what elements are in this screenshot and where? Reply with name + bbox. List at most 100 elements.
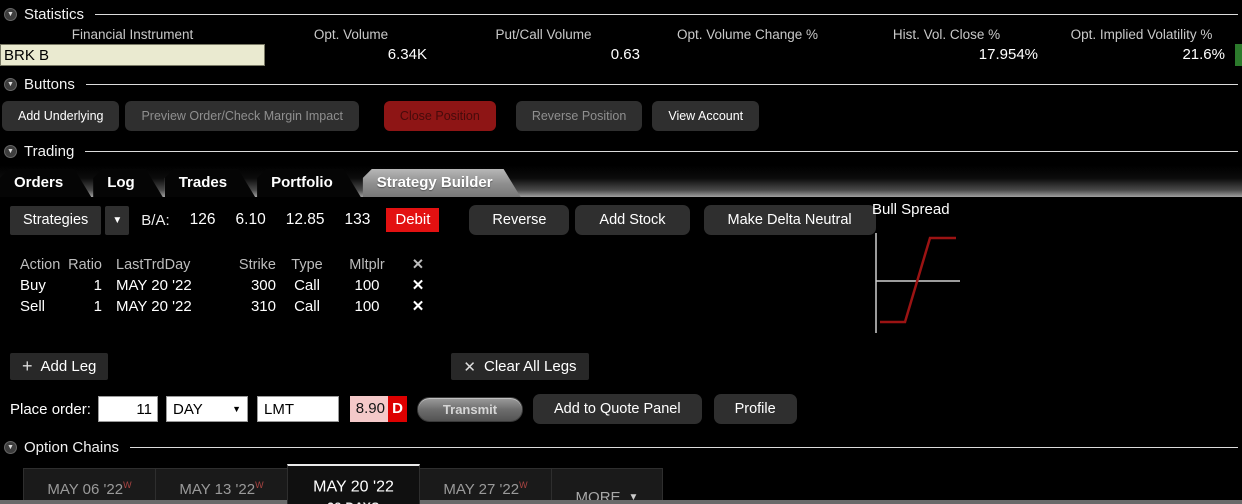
order-type-input[interactable] [257, 396, 339, 422]
instrument-cell[interactable]: BRK B [0, 44, 265, 66]
ask-size-value: 133 [344, 211, 371, 228]
tab-strategy-builder[interactable]: Strategy Builder [363, 169, 521, 197]
tab-orders[interactable]: Orders [0, 169, 91, 197]
tab-trades[interactable]: Trades [165, 169, 255, 197]
expiry-date: MAY 27 '22W [443, 480, 528, 498]
leg-row-mltplr[interactable]: 100 [354, 298, 380, 315]
tif-value: DAY [173, 400, 203, 418]
tif-caret-icon: ▼ [232, 404, 241, 414]
leg-row-action[interactable]: Buy [20, 277, 46, 294]
opt-volume-change-value [650, 44, 845, 66]
legs-col-lasttrdday: LastTrdDay [116, 257, 191, 273]
tif-select[interactable]: DAY ▼ [166, 396, 248, 422]
trading-tabstrip: Orders Log Trades Portfolio Strategy Bui… [0, 166, 1242, 197]
legs-col-type: Type [291, 257, 323, 273]
bid-ask-label: B/A: [141, 211, 170, 229]
statistics-section-header: ▼ Statistics [0, 0, 1242, 25]
make-delta-neutral-button[interactable]: Make Delta Neutral [703, 205, 876, 235]
expiry-tab-may20[interactable]: MAY 20 '22 28 DAYS [287, 464, 420, 504]
trading-title: Trading [24, 143, 75, 160]
more-caret-icon: ▼ [628, 491, 639, 503]
option-chains-section-header: ▼ Option Chains [0, 435, 1242, 458]
col-put-call-volume: Put/Call Volume [495, 27, 592, 42]
collapse-trading-icon[interactable]: ▼ [4, 145, 17, 158]
strategy-builder-panel: Strategies ▼ B/A: 126 6.10 12.85 133 Deb… [0, 197, 1242, 424]
remove-leg-icon[interactable]: ✕ [411, 298, 425, 315]
col-opt-volume: Opt. Volume [313, 27, 389, 42]
collapse-option-chains-icon[interactable]: ▼ [4, 441, 17, 454]
action-buttons-row: Add Underlying Preview Order/Check Margi… [2, 101, 1242, 131]
tab-log[interactable]: Log [93, 169, 163, 197]
weekly-flag: W [519, 480, 528, 490]
profile-button[interactable]: Profile [713, 394, 797, 424]
place-order-row: Place order: DAY ▼ 8.90 D Transmit Add t… [10, 394, 1242, 424]
leg-row-ratio[interactable]: 1 [93, 277, 102, 294]
add-to-quote-panel-button[interactable]: Add to Quote Panel [533, 394, 702, 424]
add-leg-label: Add Leg [40, 358, 97, 375]
clear-x-icon: ✕ [463, 358, 476, 376]
leg-row-type[interactable]: Call [294, 277, 320, 294]
place-order-label: Place order: [10, 400, 91, 418]
ask-value: 12.85 [285, 211, 325, 228]
leg-row-strike[interactable]: 310 [250, 298, 276, 315]
view-account-button[interactable]: View Account [652, 101, 760, 131]
transmit-button[interactable]: Transmit [417, 396, 523, 422]
add-stock-button[interactable]: Add Stock [575, 205, 690, 235]
legs-col-mltplr: Mltplr [349, 257, 385, 273]
buttons-section-header: ▼ Buttons [0, 72, 1242, 95]
leg-row-strike[interactable]: 300 [250, 277, 276, 294]
expiry-date: MAY 13 '22W [179, 480, 264, 498]
expiry-tab-may13[interactable]: MAY 13 '22W 21 DAYS [155, 468, 288, 504]
leg-row-type[interactable]: Call [294, 298, 320, 315]
expiry-date: MAY 20 '22 [313, 478, 394, 496]
plus-icon: + [22, 356, 33, 376]
collapse-statistics-icon[interactable]: ▼ [4, 8, 17, 21]
close-position-button[interactable]: Close Position [383, 101, 496, 131]
limit-price-field[interactable]: 8.90 [350, 396, 388, 422]
payoff-chart [875, 233, 960, 333]
leg-actions-row: + Add Leg ✕ Clear All Legs [10, 353, 1242, 380]
expiry-more-button[interactable]: MORE ▼ [551, 468, 663, 504]
strategies-button[interactable]: Strategies [10, 205, 102, 235]
remove-all-legs-icon[interactable]: ✕ [411, 257, 425, 273]
add-underlying-button[interactable]: Add Underlying [2, 101, 120, 131]
statistics-title: Statistics [24, 6, 85, 23]
leg-row-ratio[interactable]: 1 [93, 298, 102, 315]
reverse-button[interactable]: Reverse [469, 205, 570, 235]
legs-col-action: Action [20, 257, 61, 273]
legs-col-ratio: Ratio [68, 257, 102, 273]
reverse-position-button[interactable]: Reverse Position [515, 101, 643, 131]
col-hist-vol-close: Hist. Vol. Close % [892, 27, 1001, 42]
preview-order-button[interactable]: Preview Order/Check Margin Impact [125, 101, 359, 131]
expiry-days: 28 DAYS [327, 500, 379, 504]
bid-size-value: 126 [189, 211, 216, 228]
leg-row-action[interactable]: Sell [20, 298, 46, 315]
expiry-date: MAY 06 '22W [47, 480, 132, 498]
debit-badge: Debit [386, 208, 440, 232]
leg-row-mltplr[interactable]: 100 [354, 277, 380, 294]
col-opt-volume-change: Opt. Volume Change % [676, 27, 819, 42]
clear-all-legs-button[interactable]: ✕ Clear All Legs [451, 353, 589, 380]
price-flag-button[interactable]: D [388, 396, 407, 422]
option-chains-title: Option Chains [24, 439, 120, 456]
expiry-tabs: MAY 06 '22W 14 DAYS MAY 13 '22W 21 DAYS … [23, 464, 1242, 504]
col-financial-instrument: Financial Instrument [71, 27, 194, 42]
collapse-buttons-icon[interactable]: ▼ [4, 78, 17, 91]
leg-row-lasttrdday[interactable]: MAY 20 '22 [116, 298, 192, 315]
expiry-tab-may06[interactable]: MAY 06 '22W 14 DAYS [23, 468, 156, 504]
legs-table: Action Ratio LastTrdDay Strike Type Mltp… [10, 255, 1242, 317]
expiry-tab-may27[interactable]: MAY 27 '22W 35 DAYS [419, 468, 552, 504]
add-leg-button[interactable]: + Add Leg [10, 353, 109, 380]
col-opt-implied-volatility: Opt. Implied Volatility % [1070, 27, 1213, 42]
trading-section-header: ▼ Trading [0, 139, 1242, 162]
remove-leg-icon[interactable]: ✕ [411, 277, 425, 294]
green-indicator-bar [1235, 44, 1242, 66]
opt-volume-value: 6.34K [387, 46, 427, 63]
quantity-input[interactable] [98, 396, 158, 422]
put-call-volume-value: 0.63 [610, 46, 640, 63]
strategies-dropdown-icon[interactable]: ▼ [105, 205, 130, 235]
weekly-flag: W [255, 480, 264, 490]
tab-portfolio[interactable]: Portfolio [257, 169, 361, 197]
buttons-rule [85, 84, 1238, 85]
leg-row-lasttrdday[interactable]: MAY 20 '22 [116, 277, 192, 294]
